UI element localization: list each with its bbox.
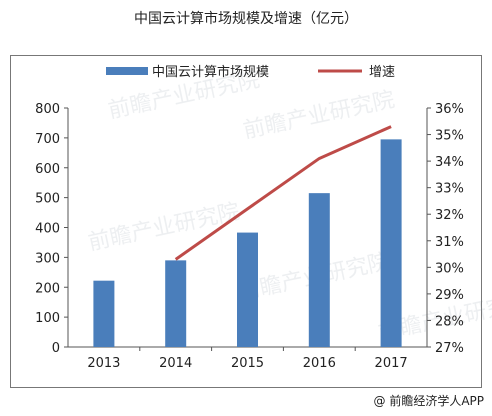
y-right-ticks: 27% 28% 29% 30% 31% 32% 33% 34% 35% 36% (427, 102, 464, 356)
y-right-tick-label: 32% (435, 208, 464, 223)
x-tick-label: 2014 (159, 356, 192, 371)
bar (380, 139, 402, 347)
legend-bar-swatch (106, 67, 148, 75)
y-left-tick-label: 200 (35, 281, 60, 296)
y-left-tick-label: 500 (35, 192, 60, 207)
bar (308, 193, 330, 347)
y-left-tick-label: 0 (52, 341, 60, 356)
legend-line-label: 增速 (369, 65, 395, 80)
y-left-tick-label: 100 (35, 311, 60, 326)
bar (93, 280, 115, 347)
y-left-tick-label: 600 (35, 162, 60, 177)
growth-line (174, 125, 392, 261)
y-right-tick-label: 35% (435, 129, 464, 144)
y-left-tick-label: 300 (35, 251, 60, 266)
y-left-tick-label: 800 (35, 102, 60, 117)
x-ticks: 2013 2014 2015 2016 2017 (87, 347, 408, 371)
watermark-layer: 前瞻产业研究院 前瞻产业研究院 前瞻产业研究院 前瞻产业研究院 前瞻产业研究院 (86, 67, 492, 345)
bar-series (93, 139, 402, 347)
y-right-tick-label: 29% (435, 288, 464, 303)
source-note: @ 前瞻经济学人APP (373, 394, 485, 408)
growth-line-series (174, 125, 392, 261)
y-right-tick-label: 33% (435, 182, 464, 197)
y-right-tick-label: 30% (435, 261, 464, 276)
x-tick-label: 2016 (303, 356, 336, 371)
chart-title: 中国云计算市场规模及增速（亿元） (134, 11, 358, 27)
legend-bar-label: 中国云计算市场规模 (152, 64, 269, 80)
x-tick-label: 2017 (375, 356, 408, 371)
y-right-tick-label: 27% (435, 341, 464, 356)
y-right-tick-label: 36% (435, 102, 464, 117)
chart-frame (10, 55, 482, 388)
bar (237, 232, 258, 347)
x-tick-label: 2013 (87, 356, 120, 371)
y-left-tick-label: 700 (35, 132, 60, 147)
y-left-ticks: 0 100 200 300 400 500 600 700 800 (35, 102, 68, 356)
y-right-tick-label: 28% (435, 314, 464, 329)
y-left-tick-label: 400 (35, 222, 60, 237)
y-right-tick-label: 34% (435, 155, 464, 170)
legend: 中国云计算市场规模 增速 (106, 64, 395, 80)
y-right-tick-label: 31% (435, 235, 464, 250)
x-tick-label: 2015 (231, 356, 264, 371)
bar (165, 260, 187, 347)
